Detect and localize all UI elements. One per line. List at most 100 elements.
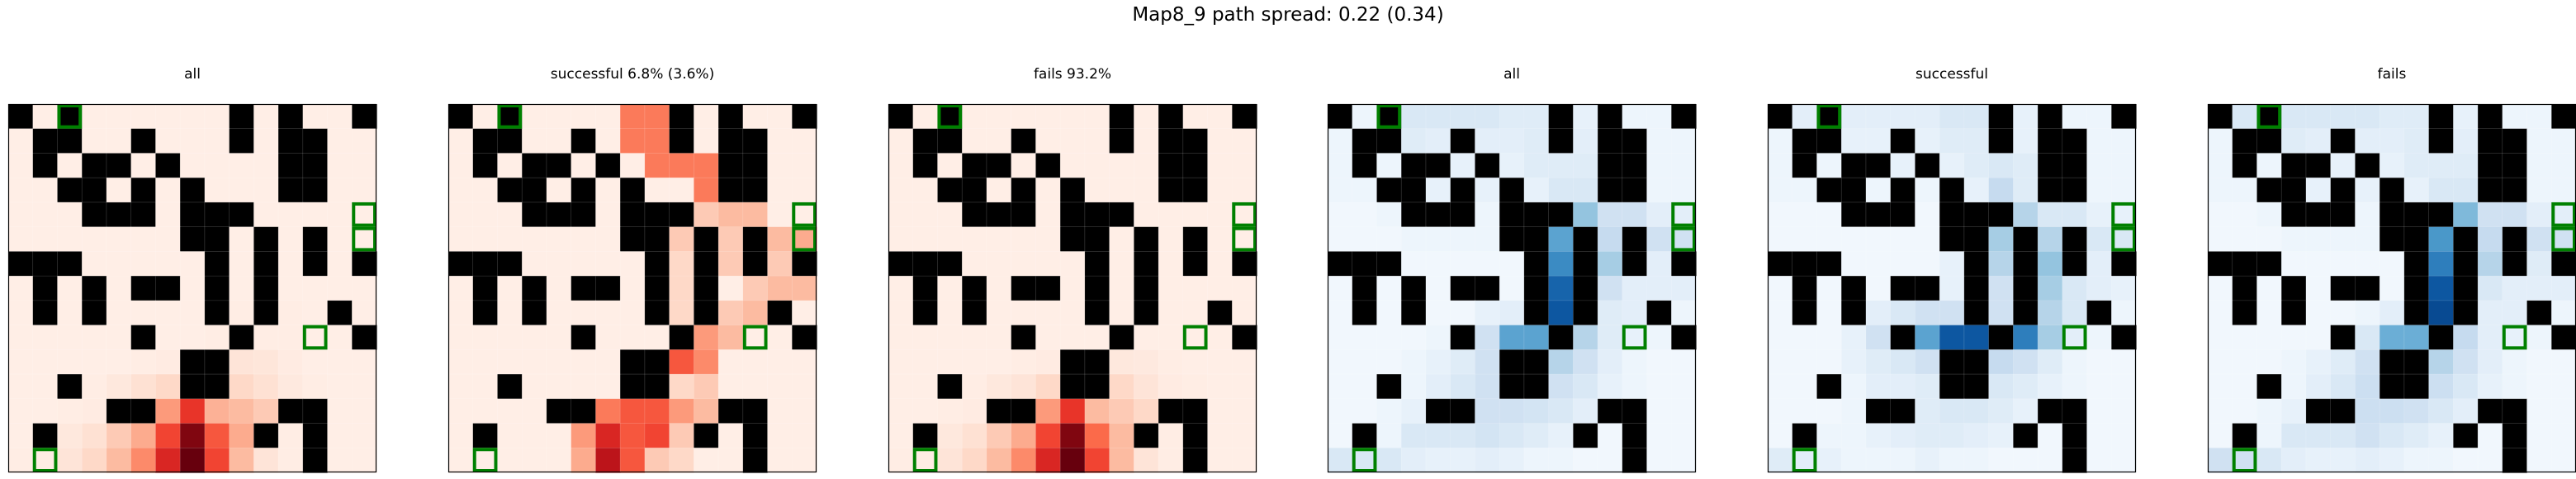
heat-cell — [472, 325, 499, 350]
wall-cell — [1134, 276, 1159, 301]
heat-cell — [1328, 325, 1353, 350]
wall-cell — [2379, 374, 2405, 400]
wall-cell — [2403, 374, 2430, 400]
heat-cell — [1915, 398, 1940, 424]
heat-cell — [32, 448, 59, 473]
wall-cell — [1158, 398, 1184, 424]
heat-cell — [1035, 202, 1061, 228]
heat-cell — [694, 153, 719, 178]
heat-cell — [1988, 226, 2014, 252]
wall-cell — [2355, 153, 2380, 178]
wall-cell — [1598, 153, 1623, 178]
heat-cell — [1915, 128, 1940, 154]
heat-cell — [669, 398, 694, 424]
heat-cell — [2013, 398, 2039, 424]
heat-cell — [1939, 153, 1965, 178]
heat-cell — [546, 128, 572, 154]
wall-cell — [180, 202, 206, 228]
heat-cell — [1182, 349, 1209, 375]
heat-cell — [352, 300, 377, 326]
heat-cell — [2403, 153, 2430, 178]
heat-cell — [1890, 251, 1915, 277]
heat-cell — [1646, 448, 1672, 473]
heat-cell — [1084, 128, 1110, 154]
heat-cell — [2526, 398, 2552, 424]
wall-cell — [1134, 423, 1159, 448]
heat-cell — [2330, 448, 2356, 473]
heat-cell — [1598, 325, 1623, 350]
heat-cell — [1499, 448, 1525, 473]
heat-cell — [2502, 104, 2528, 130]
heat-cell — [2208, 349, 2233, 375]
heat-cell — [2086, 104, 2112, 130]
heat-cell — [472, 349, 499, 375]
wall-cell — [1499, 374, 1525, 400]
wall-cell — [82, 300, 107, 326]
wall-cell — [937, 128, 963, 154]
heat-cell — [57, 448, 83, 473]
heat-cell — [2526, 423, 2552, 448]
heat-cell — [229, 276, 254, 301]
wall-cell — [1890, 325, 1915, 350]
heat-cell — [106, 423, 132, 448]
wall-cell — [1084, 300, 1110, 326]
heat-cell — [253, 448, 279, 473]
heat-cell — [57, 153, 83, 178]
heat-cell — [2256, 300, 2282, 326]
heat-cell — [1548, 226, 1574, 252]
heat-cell — [595, 202, 621, 228]
wall-cell — [986, 153, 1012, 178]
heat-cell — [2305, 300, 2332, 326]
heat-cell — [888, 226, 914, 252]
heat-cell — [1963, 128, 1990, 154]
heat-cell — [1915, 104, 1940, 130]
wall-cell — [130, 325, 156, 350]
heat-cell — [2038, 448, 2063, 473]
heat-cell — [1035, 251, 1061, 277]
wall-cell — [497, 374, 523, 400]
heat-cell — [1425, 251, 1451, 277]
wall-cell — [1523, 374, 1550, 400]
heat-cell — [130, 349, 156, 375]
heat-cell — [1816, 325, 1842, 350]
goal-marker — [2111, 226, 2136, 252]
heat-cell — [2256, 153, 2282, 178]
wall-cell — [180, 349, 206, 375]
heat-cell — [278, 374, 304, 400]
heat-cell — [155, 178, 181, 203]
heat-cell — [937, 398, 963, 424]
heat-cell — [1207, 251, 1233, 277]
wall-cell — [694, 276, 719, 301]
heat-cell — [327, 178, 353, 203]
heat-cell — [327, 423, 353, 448]
wall-cell — [1573, 423, 1598, 448]
heat-cell — [1598, 202, 1623, 228]
wall-cell — [2305, 202, 2332, 228]
wall-cell — [352, 104, 377, 130]
heat-cell — [155, 300, 181, 326]
wall-cell — [1352, 423, 1378, 448]
heat-cell — [1890, 374, 1915, 400]
heat-cell — [253, 178, 279, 203]
heat-cell — [8, 226, 34, 252]
wall-cell — [57, 178, 83, 203]
heat-cell — [1109, 448, 1134, 473]
heat-cell — [1425, 374, 1451, 400]
heat-cell — [302, 104, 329, 130]
heat-cell — [204, 178, 230, 203]
wall-cell — [1890, 202, 1915, 228]
wall-cell — [571, 128, 596, 154]
heat-cell — [1671, 153, 1697, 178]
heat-cell — [106, 374, 132, 400]
wall-cell — [1475, 153, 1500, 178]
heat-cell — [2502, 374, 2528, 400]
heat-cell — [1232, 153, 1257, 178]
heat-cell — [694, 448, 719, 473]
wall-cell — [472, 300, 499, 326]
wall-cell — [2232, 423, 2258, 448]
heat-cell — [2256, 349, 2282, 375]
wall-cell — [1671, 325, 1697, 350]
heat-cell — [1035, 128, 1061, 154]
heat-cell — [1841, 398, 1867, 424]
wall-cell — [1207, 300, 1233, 326]
